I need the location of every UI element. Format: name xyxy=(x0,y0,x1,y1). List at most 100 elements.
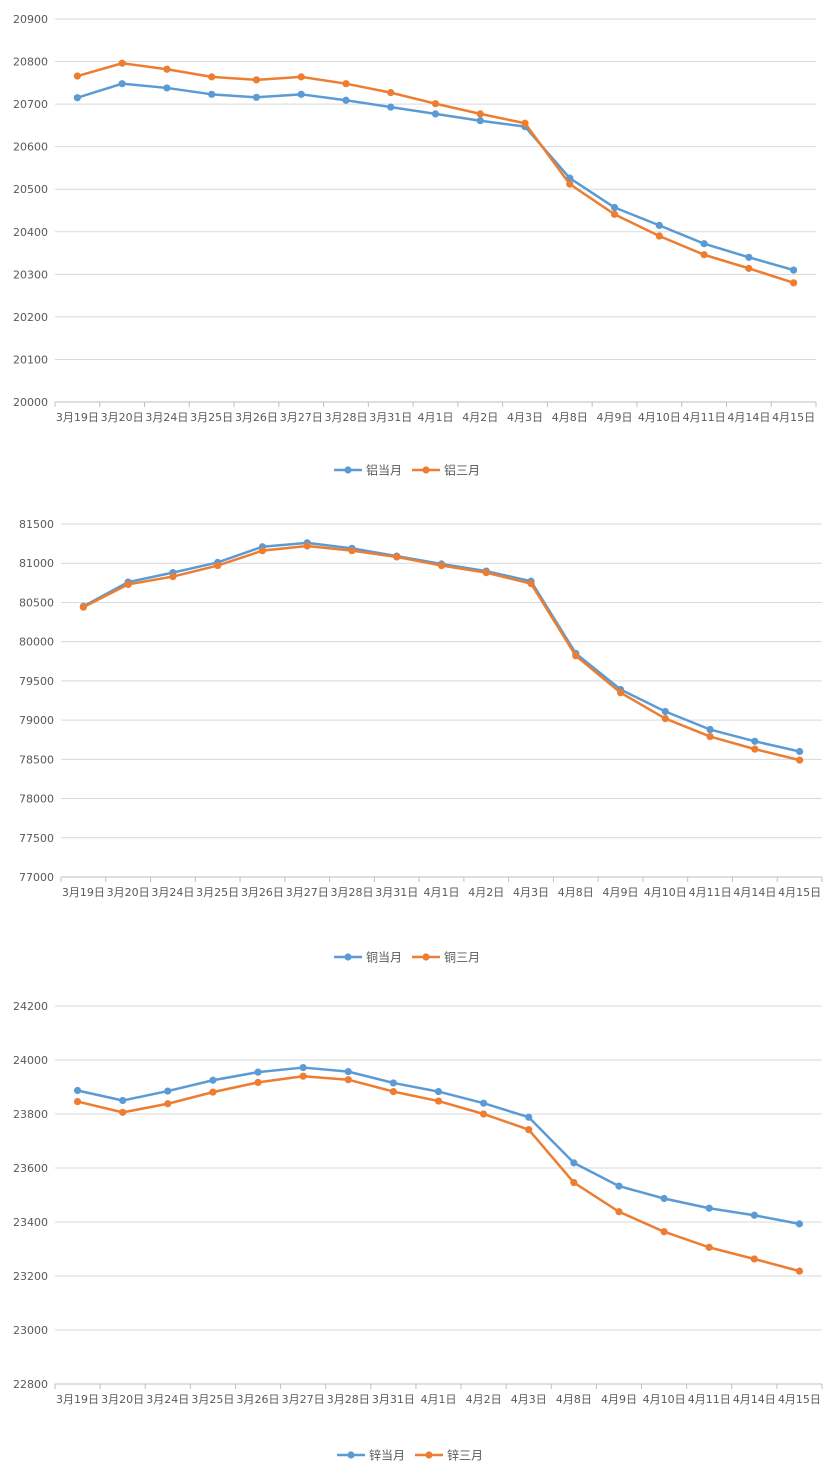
data-point xyxy=(751,737,759,745)
data-point xyxy=(525,1113,533,1121)
x-tick-label: 3月28日 xyxy=(324,411,367,424)
data-point xyxy=(73,1086,82,1095)
data-point xyxy=(252,93,261,101)
legend-swatch-marker xyxy=(347,1451,355,1459)
data-point xyxy=(434,1097,443,1105)
data-point xyxy=(706,725,714,734)
data-point xyxy=(615,1182,623,1190)
data-point xyxy=(790,266,798,274)
data-point xyxy=(795,1267,804,1275)
chart-2: 77000 77500 78000 78500 79000 79500 80000 80500… xyxy=(19,518,823,965)
x-tick-label: 4月2日 xyxy=(466,1393,502,1406)
data-point xyxy=(527,580,535,588)
data-point xyxy=(73,1097,82,1106)
y-tick-label: 20700 xyxy=(13,98,48,111)
y-tick-label: 23000 xyxy=(13,1324,48,1337)
x-tick-label: 3月24日 xyxy=(146,1393,189,1406)
y-tick-label: 80000 xyxy=(19,636,54,649)
data-point xyxy=(751,745,759,753)
x-tick-label: 3月28日 xyxy=(327,1393,370,1406)
gridlines xyxy=(55,1005,822,1331)
x-tick-label: 4月2日 xyxy=(468,886,504,899)
data-point xyxy=(387,89,395,97)
data-point xyxy=(706,732,714,741)
data-point xyxy=(164,1100,172,1108)
x-tick-label: 4月14日 xyxy=(733,1393,776,1406)
data-point xyxy=(431,110,440,118)
y-tick-label: 23800 xyxy=(13,1108,48,1121)
legend-label: 铝当月 xyxy=(366,463,402,478)
data-point xyxy=(655,232,663,240)
data-point xyxy=(570,1159,578,1167)
x-tick-label: 3月27日 xyxy=(286,886,329,899)
x-axis: 3月19日 3月20日 3月24日 3月25日 3月26日 3月27日 3月28日 3月31日… xyxy=(54,1383,823,1406)
x-tick-label: 4月15日 xyxy=(772,411,815,424)
series-line xyxy=(82,544,801,762)
series-1 xyxy=(73,80,798,274)
x-tick-label: 3月20日 xyxy=(101,1393,144,1406)
data-point xyxy=(700,240,708,248)
data-point xyxy=(214,561,222,570)
chart-3: 22800 23000 23200 23400 23600 23800 24000 24200… xyxy=(13,1000,823,1463)
y-tick-label: 23200 xyxy=(13,1270,48,1283)
data-point xyxy=(303,542,311,550)
y-tick-label: 20200 xyxy=(13,311,48,324)
data-point xyxy=(164,1087,172,1095)
data-point xyxy=(480,1110,488,1118)
data-point xyxy=(119,1108,127,1116)
y-axis-ticks: 77000 77500 78000 78500 79000 79500 80000 80500… xyxy=(19,518,54,884)
data-point xyxy=(393,553,401,561)
x-tick-label: 3月20日 xyxy=(107,886,150,899)
data-point xyxy=(258,547,267,555)
data-point xyxy=(655,221,663,229)
x-tick-label: 4月1日 xyxy=(424,886,460,899)
y-tick-label: 79500 xyxy=(19,675,54,688)
y-tick-label: 20100 xyxy=(13,353,48,366)
data-point xyxy=(796,747,804,756)
data-point xyxy=(79,603,87,611)
data-point xyxy=(700,251,708,259)
x-tick-label: 4月14日 xyxy=(727,411,770,424)
x-tick-label: 4月10日 xyxy=(638,411,681,424)
legend-swatch-marker xyxy=(422,953,430,961)
data-point xyxy=(342,96,350,104)
data-point xyxy=(610,210,619,218)
legend-label: 铝三月 xyxy=(444,463,480,478)
y-tick-label: 81000 xyxy=(19,557,54,570)
data-point xyxy=(616,689,625,697)
data-point xyxy=(431,100,440,108)
data-point xyxy=(208,73,216,81)
legend: 锌当月 锌三月 xyxy=(337,1449,483,1463)
legend-label: 锌当月 xyxy=(369,1449,405,1463)
data-point xyxy=(73,72,81,80)
series-2 xyxy=(79,542,804,764)
x-tick-label: 4月9日 xyxy=(603,886,639,899)
data-point xyxy=(118,59,126,67)
data-point xyxy=(790,279,798,287)
data-point xyxy=(344,1076,352,1084)
data-point xyxy=(750,1255,758,1263)
data-point xyxy=(480,1099,488,1107)
x-tick-label: 3月31日 xyxy=(372,1393,415,1406)
y-tick-label: 20400 xyxy=(13,226,48,239)
gridlines xyxy=(55,18,816,360)
x-tick-label: 4月15日 xyxy=(778,886,821,899)
data-point xyxy=(482,569,490,577)
data-point xyxy=(566,180,574,188)
data-point xyxy=(570,1178,578,1187)
y-tick-label: 23400 xyxy=(13,1216,48,1229)
legend-swatch-marker xyxy=(422,466,430,474)
x-tick-label: 4月8日 xyxy=(552,411,588,424)
data-point xyxy=(342,80,350,88)
legend: 铜当月 铜三月 xyxy=(334,950,480,965)
data-point xyxy=(299,1072,307,1080)
data-point xyxy=(344,1068,352,1076)
data-point xyxy=(661,707,669,716)
x-tick-label: 4月3日 xyxy=(507,411,543,424)
x-tick-label: 3月19日 xyxy=(56,1393,99,1406)
data-point xyxy=(124,580,132,589)
data-point xyxy=(209,1076,217,1084)
legend: 铝当月 铝三月 xyxy=(334,463,480,478)
x-tick-label: 4月3日 xyxy=(511,1393,547,1406)
